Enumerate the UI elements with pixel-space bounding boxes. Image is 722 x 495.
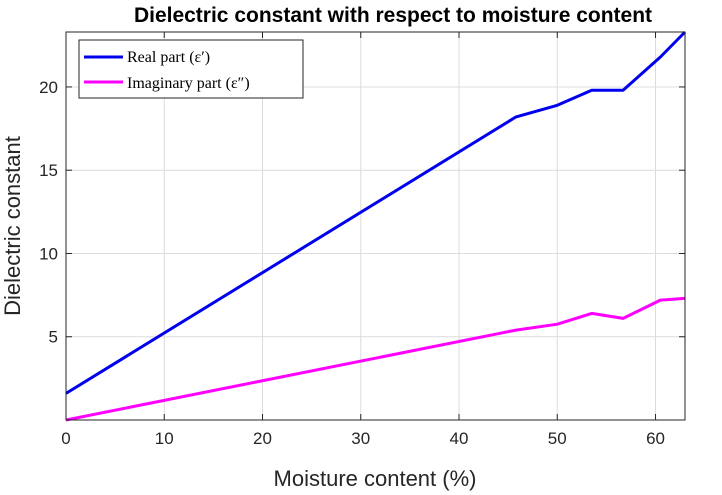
series-layer <box>65 30 687 422</box>
tick-layer: 0 10 20 30 40 50 60 5 10 15 20 <box>39 32 685 448</box>
y-axis-label: Dielectric constant <box>0 136 25 316</box>
series-line-real <box>65 30 687 395</box>
plot-frame <box>65 31 686 421</box>
chart-title: Dielectric constant with respect to mois… <box>134 4 652 27</box>
y-tick-label: 20 <box>39 78 58 97</box>
x-tick-label: 40 <box>450 429 469 448</box>
y-tick-label: 15 <box>39 161 58 180</box>
legend-entry-imaginary: Imaginary part (ε″) <box>127 75 250 92</box>
x-axis-label: Moisture content (%) <box>274 466 477 491</box>
legend-entry-real: Real part (ε′) <box>127 49 210 66</box>
x-tick-label: 30 <box>351 429 370 448</box>
x-tick-label: 10 <box>155 429 174 448</box>
y-tick-label: 5 <box>49 328 58 347</box>
x-tick-label: 50 <box>548 429 567 448</box>
x-tick-label: 60 <box>646 429 665 448</box>
x-tick-label: 20 <box>253 429 272 448</box>
y-tick-label: 10 <box>39 244 58 263</box>
legend-box <box>78 39 304 99</box>
series-line-imaginary <box>65 296 686 422</box>
legend: Real part (ε′) Imaginary part (ε″) <box>78 39 304 99</box>
x-tick-label: 0 <box>61 429 70 448</box>
